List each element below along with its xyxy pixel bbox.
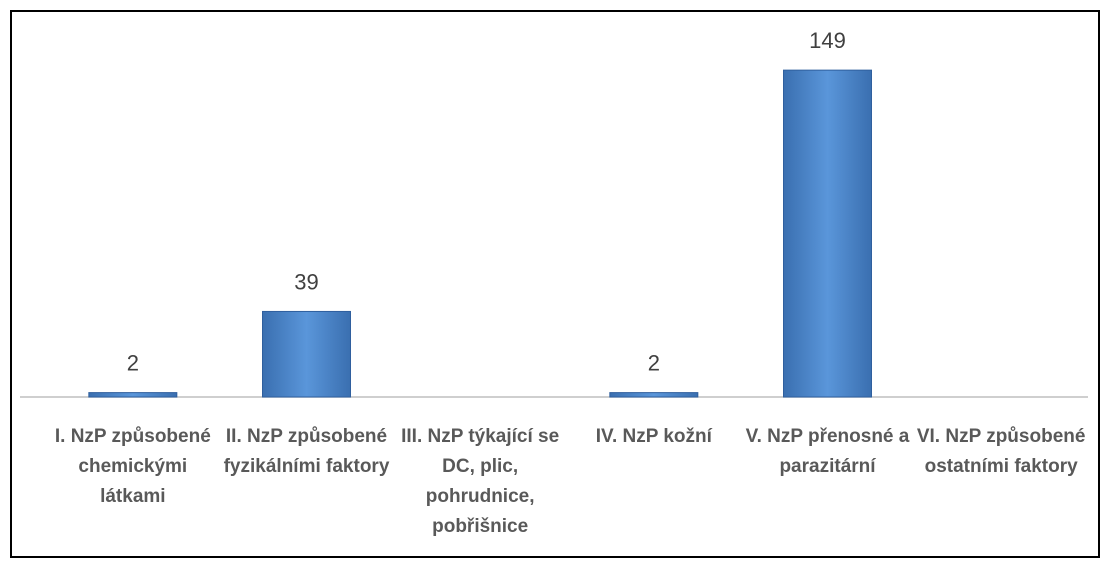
bar [262,310,351,398]
x-tick-label: IV. NzP kožní [595,426,712,447]
data-label: 39 [294,269,318,294]
bar [783,69,872,398]
x-tick-label: I. NzP způsobené chemickými látkami [54,426,211,507]
data-label: 2 [648,351,660,376]
x-tick-label: VI. NzP způsobené ostatními faktory [916,426,1086,477]
bar [88,392,178,398]
chart-frame [10,10,1100,558]
x-tick-label: III. NzP týkající se DC, plic, pohrudnic… [401,426,560,537]
x-tick-label: II. NzP způsobené fyzikálními faktory [223,426,390,477]
x-tick-label: V. NzP přenosné a parazitární [745,426,910,477]
bar [609,392,699,398]
data-label: 2 [127,351,139,376]
data-label: 149 [809,28,846,53]
